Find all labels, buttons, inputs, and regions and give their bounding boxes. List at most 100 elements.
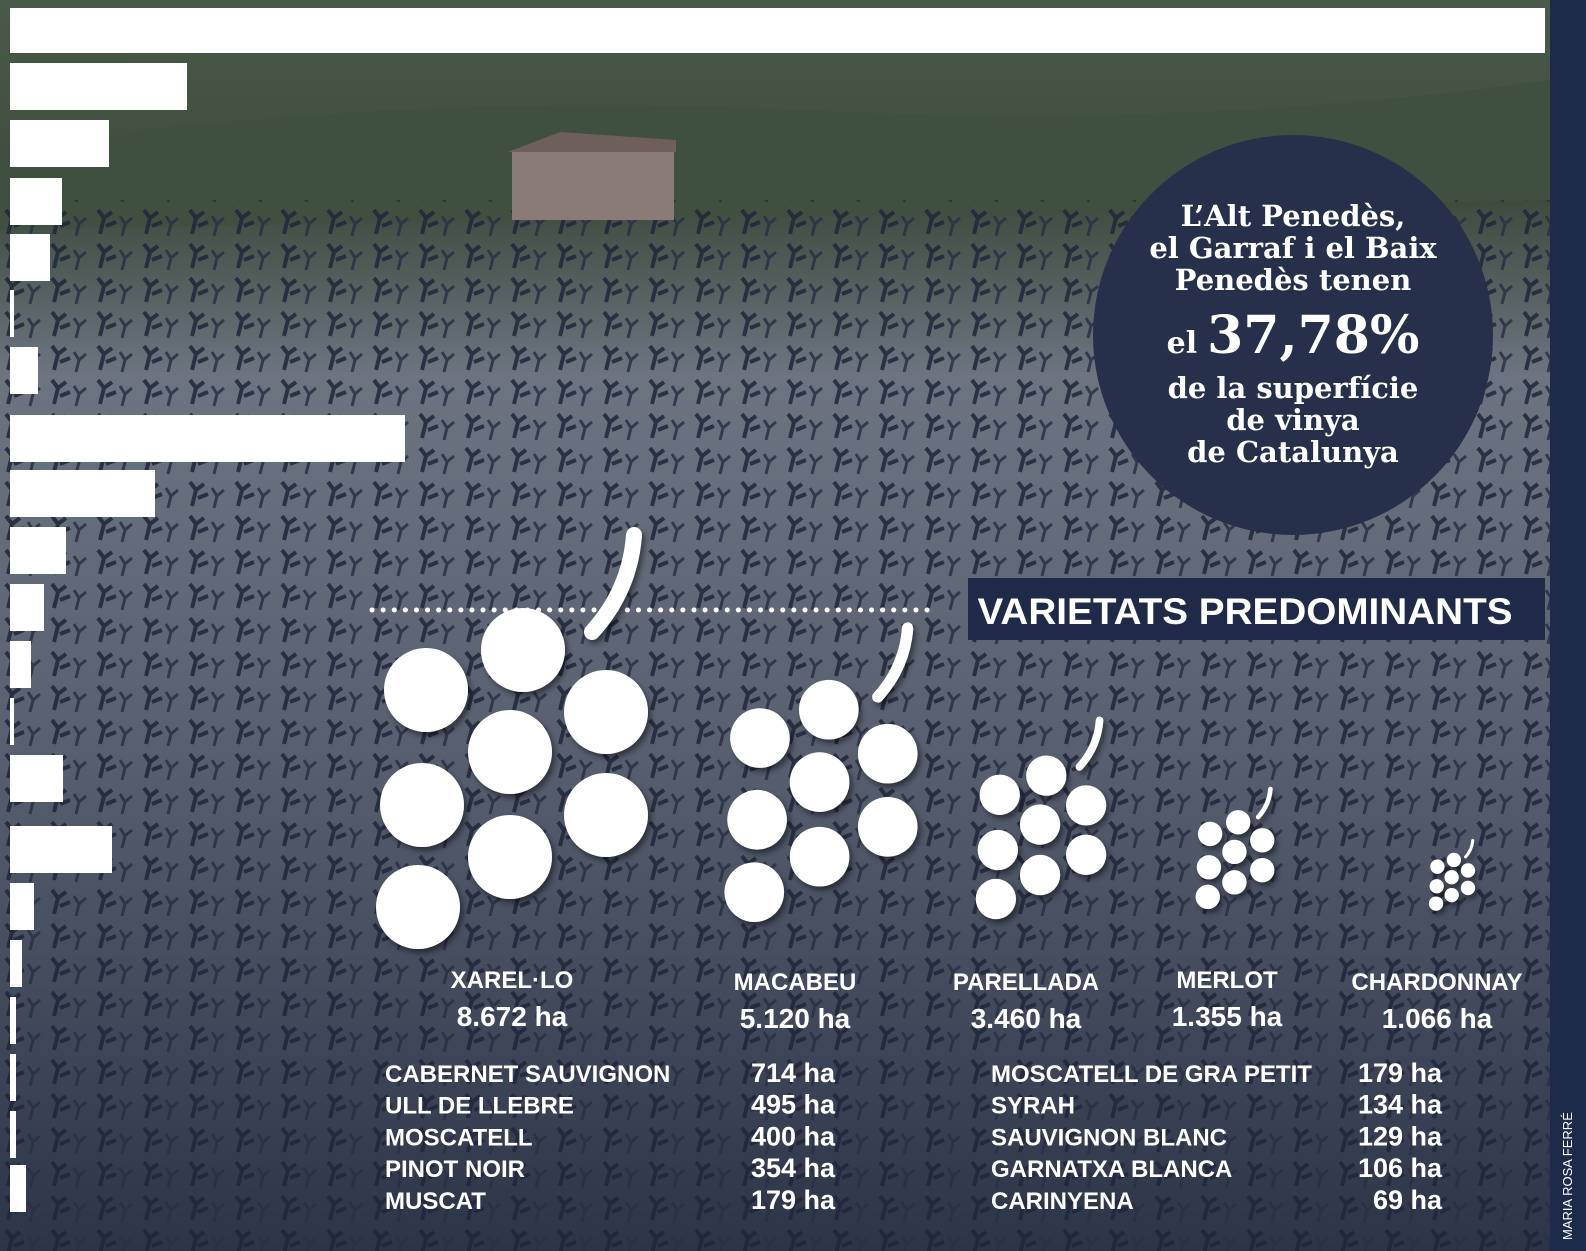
variety-area: 5.120 ha [740,1003,851,1034]
grape [976,879,1016,919]
grape [1447,853,1461,867]
grape [724,862,784,922]
top-bar [10,8,1545,53]
variety-name: CHARDONNAY [1351,969,1522,996]
variety-area: 1.066 ha [1382,1003,1493,1034]
left-bar [10,527,66,574]
grape [564,670,648,754]
other-variety-name: SYRAH [991,1093,1075,1120]
bubble-highlight: 37,78% [1207,305,1419,366]
left-bar [10,883,34,930]
other-variety-area: 69 ha [1373,1185,1443,1215]
left-bar [10,1111,16,1158]
other-variety-name: MOSCATELL DE GRA PETIT [991,1061,1312,1088]
grape [468,710,552,794]
bubble-line: de vinya [1226,403,1360,437]
grape [1020,855,1060,895]
grape [1430,879,1444,893]
other-variety-area: 134 ha [1358,1090,1443,1120]
bubble-line: el Garraf i el Baix [1149,231,1437,265]
bubble-line: Penedès tenen [1175,263,1412,297]
grape [727,790,787,850]
other-variety-area: 400 ha [751,1121,836,1151]
grape [376,865,460,949]
bubble-line: L’Alt Penedès, [1181,199,1406,233]
variety-name: MERLOT [1176,967,1278,994]
grape [380,763,464,847]
grape [790,752,850,812]
other-variety-name: PINOT NOIR [385,1156,525,1183]
grape [481,608,565,692]
grape [1198,822,1222,846]
other-variety-name: GARNATXA BLANCA [991,1156,1232,1183]
grape [384,648,468,732]
grape [980,775,1020,815]
left-bar [10,826,112,873]
grape [1250,828,1274,852]
left-bar [10,470,155,517]
other-variety-area: 179 ha [1358,1058,1443,1088]
left-bar [10,641,31,688]
variety-name: MACABEU [734,969,857,996]
bubble-prefix: el [1167,326,1197,361]
grape [1026,755,1066,795]
variety-name: XAREL·LO [451,967,574,994]
grape [1197,855,1221,879]
left-bar [10,1165,26,1212]
grape [468,815,552,899]
left-bar [10,415,405,462]
infographic: L’Alt Penedès, el Garraf i el Baix Pened… [0,0,1586,1251]
grape [978,830,1018,870]
left-bar [10,290,14,337]
grape [1222,870,1246,894]
grape [564,773,648,857]
other-variety-area: 354 ha [751,1153,836,1183]
grape [1461,863,1475,877]
left-bar [10,755,63,802]
bubble-line: de la superfície [1168,371,1419,405]
left-bar [10,997,16,1044]
left-bar [10,1054,16,1101]
grape [1226,810,1250,834]
left-bar [10,120,109,167]
grape [790,827,850,887]
grape [1196,885,1220,909]
grape [1222,840,1246,864]
other-variety-area: 129 ha [1358,1121,1443,1151]
grape [858,797,918,857]
grape [1066,785,1106,825]
left-bar [10,584,44,631]
grape [1445,870,1459,884]
other-variety-area: 106 ha [1358,1153,1443,1183]
left-bar [10,347,38,394]
other-variety-area: 495 ha [751,1090,836,1120]
other-variety-name: CARINYENA [991,1188,1134,1215]
variety-area: 1.355 ha [1172,1001,1283,1032]
variety-name: PARELLADA [953,969,1099,996]
house [512,150,674,220]
grape [1066,835,1106,875]
grape [730,708,790,768]
grape [1445,888,1459,902]
grape [1429,896,1443,910]
left-bar [10,698,14,745]
grape [1250,858,1274,882]
other-variety-name: SAUVIGNON BLANC [991,1124,1227,1151]
variety-area: 3.460 ha [971,1003,1082,1034]
other-variety-name: MOSCATELL [385,1124,533,1151]
left-bar [10,63,187,110]
left-bar [10,178,62,225]
grape [799,680,859,740]
grape [858,724,918,784]
grape [1020,804,1060,844]
photo-credit: MARIA ROSA FERRÉ [1560,1112,1575,1240]
grape [1430,860,1444,874]
other-variety-name: ULL DE LLEBRE [385,1093,574,1120]
other-variety-name: CABERNET SAUVIGNON [385,1061,670,1088]
variety-area: 8.672 ha [457,1001,568,1032]
grape [1461,881,1475,895]
title: VARIETATS PREDOMINANTS [978,591,1513,632]
left-bar [10,234,50,281]
other-variety-name: MUSCAT [385,1188,486,1215]
bubble-line: de Catalunya [1187,435,1399,469]
